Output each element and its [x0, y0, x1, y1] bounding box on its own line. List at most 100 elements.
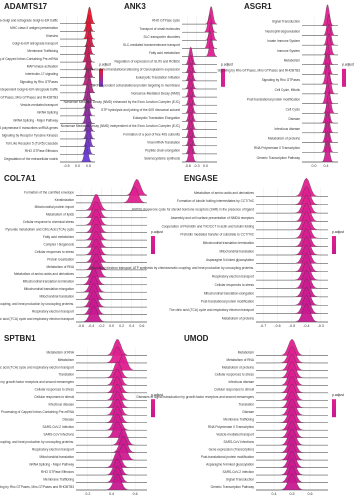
ridge	[256, 236, 328, 256]
category-label: Metabolism of amino acids and derivative…	[14, 272, 74, 276]
ridge	[255, 278, 329, 298]
ridge	[75, 361, 148, 379]
x-tick-label: 0.4	[129, 324, 134, 328]
category-label: Mitochondrial translation termination	[203, 241, 254, 245]
category-label: Cellular responses to stress	[215, 373, 255, 377]
category-label: Metabolism of RNA	[47, 265, 75, 269]
category-label: The citric acid (TCA) cycle and respirat…	[0, 317, 74, 321]
category-label: mRNA Splicing - Major Pathway	[13, 118, 59, 122]
category-label: Fatty acid metabolism	[149, 51, 180, 55]
legend-title: p.adjust	[332, 393, 344, 397]
ridge	[256, 186, 328, 205]
category-label: SRP-dependent cotranslational protein ta…	[92, 84, 180, 88]
category-label: Golgi-to-ER retrograde transport	[12, 42, 58, 46]
category-label: Formation of the cornified envelope	[24, 190, 74, 194]
category-label: Generic Transcription Pathway	[257, 156, 301, 160]
panel-title: ENGASE	[184, 174, 218, 183]
category-label: Cellular responses to stress	[35, 388, 75, 392]
category-label: Cell Cycle, Mitotic	[275, 88, 301, 92]
x-tick-label: 0.4	[272, 492, 277, 496]
category-label: Signal Transduction	[272, 20, 300, 24]
legend-title: p.adjust	[342, 63, 354, 67]
ridge	[59, 22, 96, 40]
colorbar	[342, 68, 346, 87]
category-label: SARS-CoV-2 Infection	[42, 425, 74, 429]
category-label: Post-translational protein modification	[201, 300, 254, 304]
category-label: Metabolism of lipids	[46, 213, 74, 217]
category-label: Cooperation of Prefoldin and TriC/CCT in…	[162, 224, 255, 228]
category-label: Toll Like Receptor 5 (TLR5) Cascade	[6, 141, 58, 145]
category-label: Cellular response to chemical stress	[23, 220, 75, 224]
colorbar	[332, 399, 336, 418]
ridge	[59, 83, 96, 101]
category-label: Kinesins	[46, 34, 58, 38]
category-label: The citric acid (TCA) cycle and respirat…	[169, 308, 254, 312]
panel-title: SPTBN1	[4, 334, 36, 343]
ridge	[181, 14, 218, 33]
category-label: SARS-CoV Infections	[44, 433, 75, 437]
x-tick-label: 0.2	[119, 324, 124, 328]
category-label: The citric acid (TCA) cycle and respirat…	[0, 365, 74, 369]
category-label: Infectious disease	[48, 403, 74, 407]
category-label: mRNA Splicing	[37, 111, 58, 115]
ridge	[75, 458, 148, 476]
category-label: Metabolism	[58, 358, 75, 362]
category-label: Nonsense Mediated Decay (NMD) enhanced b…	[64, 100, 180, 104]
x-tick-label: 0.0	[312, 164, 317, 168]
category-label: Intra-Golgi and retrograde Golgi-to-ER t…	[0, 18, 58, 22]
category-label: Disease	[62, 418, 74, 422]
category-label: Innate Immune System	[267, 39, 300, 43]
category-label: Complex I biogenesis	[44, 242, 75, 246]
category-label: Metabolism	[238, 350, 255, 354]
legend-title: p.adjust	[332, 230, 344, 234]
category-label: HSP90 chaperone cycle for steroid hormon…	[132, 208, 254, 212]
ridge	[255, 227, 329, 247]
ridge	[255, 177, 329, 197]
category-label: Infectious disease	[228, 380, 254, 384]
category-label: MHC class II antigen presentation	[10, 26, 58, 30]
category-label: Protein localization	[47, 257, 74, 261]
ridge	[255, 244, 329, 264]
x-tick-label: 0.0	[109, 324, 114, 328]
category-label: RNA Polymerase II Transcription	[208, 425, 254, 429]
x-tick-label: -0.5	[63, 164, 69, 168]
x-tick-label: 0.0	[203, 164, 208, 168]
colorbar	[151, 399, 155, 418]
category-label: Diseases of signal transduction by growt…	[0, 380, 74, 384]
category-label: Eukaryotic Translation Elongation	[133, 116, 181, 120]
category-label: Cellular responses to stress	[215, 283, 255, 287]
category-label: Infectious disease	[274, 127, 300, 131]
category-label: Metabolism of RNA	[227, 358, 255, 362]
panel-title: ADAMTS17	[4, 2, 48, 11]
ridge	[59, 106, 96, 124]
category-label: Formation of tubulin folding intermediat…	[177, 199, 255, 203]
ridge	[255, 294, 329, 314]
category-label: Asparagine N-linked glycosylation	[206, 258, 254, 262]
category-label: Mitochondrial translation	[39, 295, 74, 299]
category-label: Membrane Trafficking	[43, 477, 74, 481]
category-label: SARS-CoV Infections	[224, 440, 255, 444]
category-label: Metabolism of proteins	[222, 316, 254, 320]
category-label: Respiratory electron transport, ATP synt…	[89, 266, 254, 270]
category-label: Regulation of expression of SLITs and RO…	[114, 59, 180, 63]
x-tick-label: 0.4	[324, 164, 329, 168]
x-tick-label: 0.5	[290, 492, 295, 496]
x-tick-label: -0.6	[185, 164, 191, 168]
category-label: Processing of Capped Intron-Containing P…	[0, 57, 59, 61]
category-label: RHO GTPase Effectors	[25, 149, 58, 153]
category-label: RHO GTPase cycle	[152, 19, 180, 23]
ridge	[59, 114, 96, 132]
category-label: Vesicle-mediated transport	[20, 103, 58, 107]
ridge	[256, 253, 328, 272]
ridge	[75, 179, 148, 196]
category-label: Post-translational protein modification	[247, 98, 300, 102]
ridge	[255, 211, 329, 231]
category-label: MAP kinase activation	[27, 65, 59, 69]
legend-title: p.adjust	[221, 63, 233, 67]
category-label: Pyruvate metabolism and Citric Acid (TCA…	[5, 228, 74, 232]
ridge	[75, 406, 148, 423]
category-label: Asparagine N-linked glycosylation	[206, 462, 254, 466]
ridge	[75, 186, 148, 204]
category-label: Disease	[242, 410, 254, 414]
category-label: Neutrophil degranulation	[265, 29, 300, 33]
